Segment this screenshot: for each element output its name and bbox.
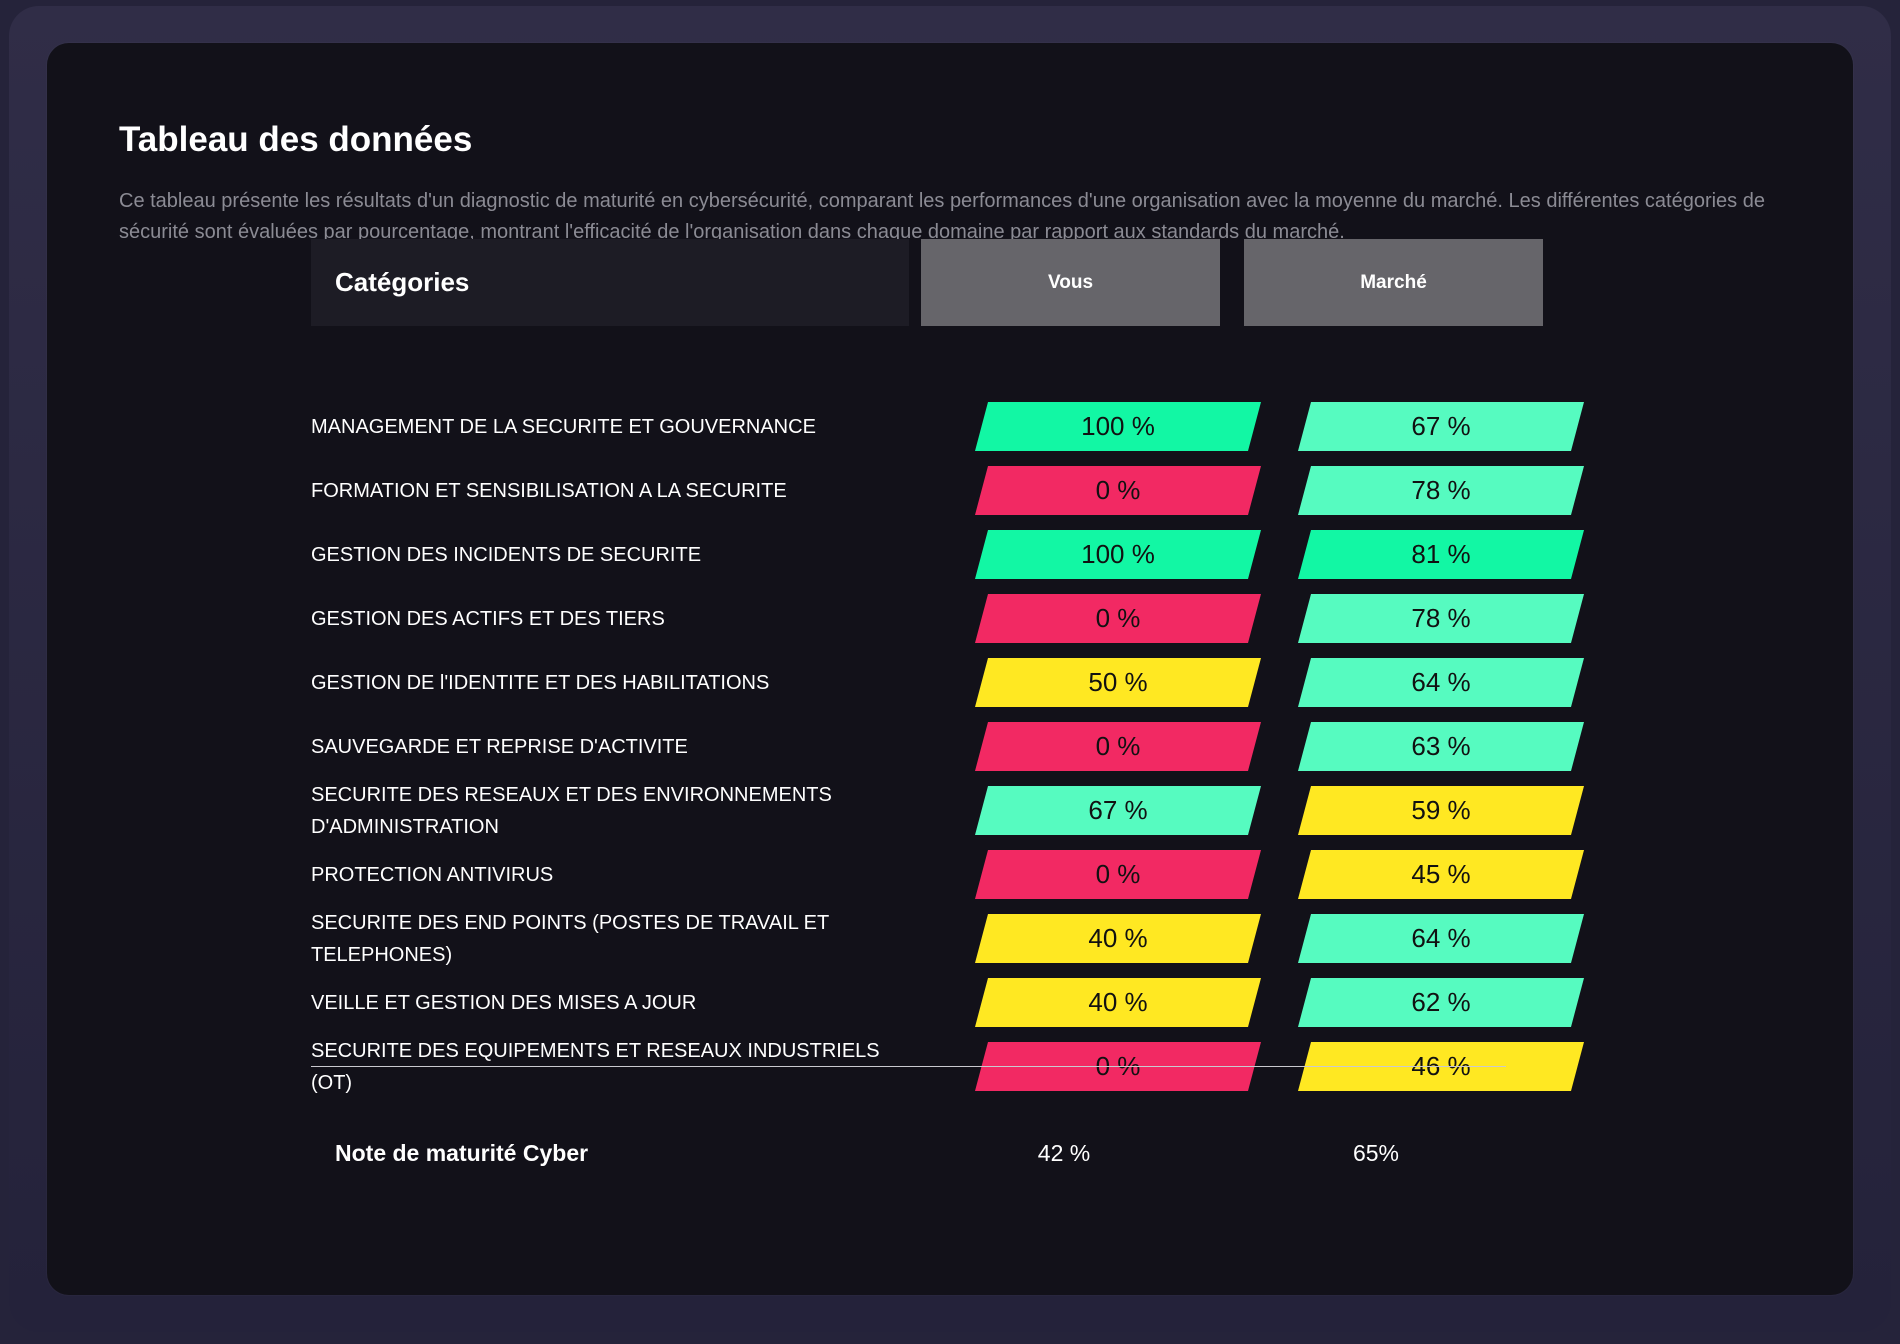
cell-vous: 40 % <box>975 978 1261 1027</box>
cell-vous: 50 % <box>975 658 1261 707</box>
cell-vous: 67 % <box>975 786 1261 835</box>
cell-marche: 63 % <box>1298 722 1584 771</box>
table-row-label: SECURITE DES RESEAUX ET DES ENVIRONNEMEN… <box>311 783 832 838</box>
table-row-label: GESTION DE l'IDENTITE ET DES HABILITATIO… <box>311 671 770 694</box>
cell-vous: 100 % <box>975 402 1261 451</box>
cell-vous: 0 % <box>975 594 1261 643</box>
header-vous: Vous <box>921 239 1220 326</box>
table-row-label: SECURITE DES EQUIPEMENTS ET RESEAUX INDU… <box>311 1039 880 1094</box>
table-row-label: GESTION DES ACTIFS ET DES TIERS <box>311 607 665 630</box>
table-row-label: SAUVEGARDE ET REPRISE D'ACTIVITE <box>311 735 688 758</box>
cell-marche: 59 % <box>1298 786 1584 835</box>
maturity-score-vous: 42 % <box>1037 1140 1091 1166</box>
table-row-label: MANAGEMENT DE LA SECURITE ET GOUVERNANCE <box>311 415 816 438</box>
cell-marche: 62 % <box>1298 978 1584 1027</box>
cell-marche: 64 % <box>1298 658 1584 707</box>
cell-vous: 0 % <box>975 466 1261 515</box>
table-row-label: GESTION DES INCIDENTS DE SECURITE <box>311 543 702 566</box>
table-row-label: FORMATION ET SENSIBILISATION A LA SECURI… <box>311 479 787 502</box>
cell-marche: 67 % <box>1298 402 1584 451</box>
header-categories: Catégories <box>311 239 909 326</box>
table-description: Ce tableau présente les résultats d'un d… <box>119 190 1765 243</box>
cell-marche: 78 % <box>1298 466 1584 515</box>
header-marche: Marché <box>1244 239 1543 326</box>
table-row-label: VEILLE ET GESTION DES MISES A JOUR <box>311 991 697 1014</box>
footer-divider <box>311 1066 1506 1067</box>
cell-vous: 0 % <box>975 850 1261 899</box>
page-title: Tableau des données <box>119 120 473 159</box>
cell-marche: 78 % <box>1298 594 1584 643</box>
cell-marche: 81 % <box>1298 530 1584 579</box>
maturity-score-marche: 65% <box>1352 1140 1400 1166</box>
cell-vous: 0 % <box>975 722 1261 771</box>
cell-vous: 100 % <box>975 530 1261 579</box>
table-row-label: PROTECTION ANTIVIRUS <box>311 863 554 886</box>
table-row-label: SECURITE DES END POINTS (POSTES DE TRAVA… <box>311 911 829 966</box>
cell-marche: 64 % <box>1298 914 1584 963</box>
cell-marche: 45 % <box>1298 850 1584 899</box>
maturity-score-label: Note de maturité Cyber <box>335 1140 589 1166</box>
cell-vous: 40 % <box>975 914 1261 963</box>
